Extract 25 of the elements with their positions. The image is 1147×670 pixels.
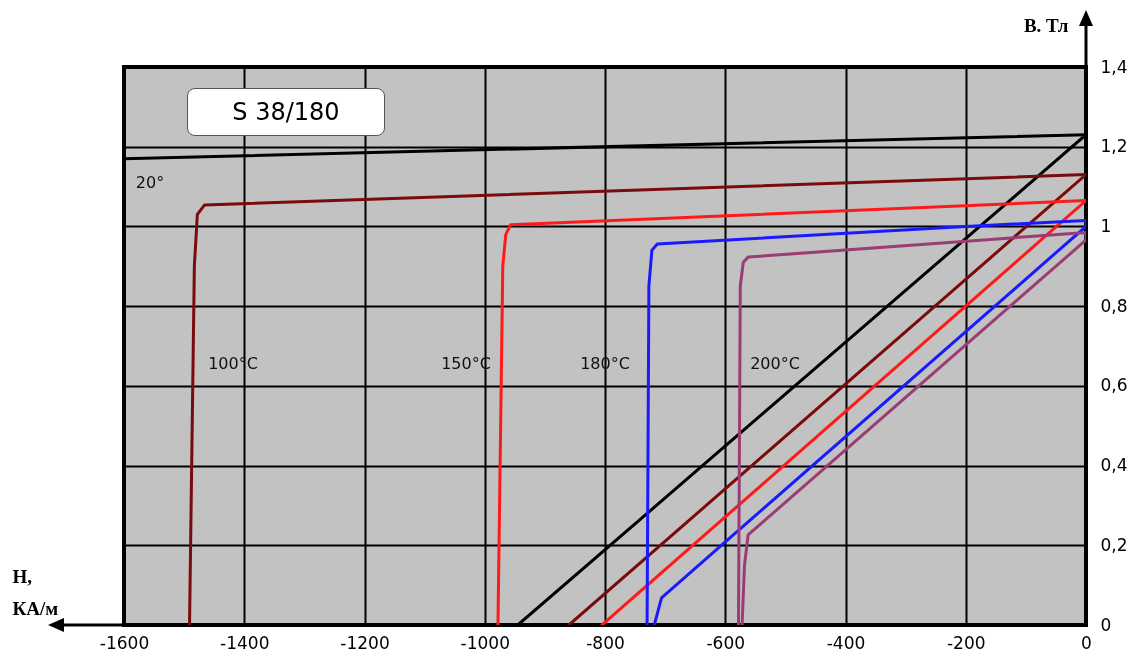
annotation: 20°: [135, 172, 165, 192]
y-axis-title: В. Тл: [1023, 14, 1069, 36]
text-box: S 38/180: [187, 88, 385, 136]
x-tick-label: -200: [946, 632, 986, 653]
x-axis-title: Н, КА/м: [12, 565, 59, 619]
y-tick-label: 0,2: [1100, 534, 1128, 555]
y-tick-label: 0,4: [1100, 455, 1128, 476]
line-series: [645, 218, 1086, 625]
y-tick-label: 1,2: [1100, 136, 1128, 157]
x-tick-label: -1200: [340, 632, 390, 653]
x-tick-label: -1000: [460, 632, 510, 653]
x-tick-label: -400: [826, 632, 866, 653]
x-tick-label: 0: [1081, 632, 1092, 653]
y-tick-label: 1,4: [1100, 56, 1128, 77]
x-tick-label: -1600: [99, 632, 150, 653]
x-tick-label: -800: [586, 632, 625, 653]
x-tick-label: -600: [706, 632, 746, 653]
line-series: [736, 230, 1086, 625]
y-tick-label: 0,8: [1100, 295, 1128, 316]
y-tick-label: 0,6: [1100, 375, 1128, 396]
x-tick-label: -1400: [220, 632, 270, 653]
y-tick-label: 0: [1100, 614, 1112, 635]
line-series: [496, 199, 1086, 625]
annotation: 200°C: [750, 353, 800, 373]
y-tick-label: 1: [1100, 215, 1112, 236]
